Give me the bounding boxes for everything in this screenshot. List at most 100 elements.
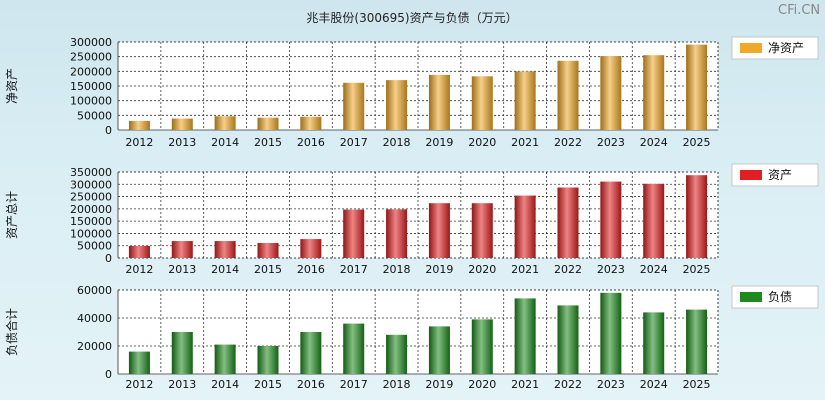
y-tick-label: 0 (105, 124, 112, 137)
y-tick-label: 100000 (70, 227, 112, 240)
y-tick-label: 300000 (70, 178, 112, 191)
bar-2025 (686, 44, 708, 130)
bar-2017 (343, 82, 365, 130)
bar-2015 (257, 346, 279, 374)
y-axis-label: 负债合计 (4, 308, 19, 356)
legend-box (731, 36, 819, 60)
x-tick-label: 2023 (597, 378, 625, 391)
y-tick-label: 0 (105, 368, 112, 381)
bar-2020 (471, 203, 493, 258)
x-tick-label: 2014 (211, 263, 239, 276)
y-tick-label: 350000 (70, 166, 112, 179)
bar-2021 (514, 298, 536, 374)
y-tick-label: 300000 (70, 36, 112, 49)
y-axis-label: 资产总计 (5, 191, 19, 239)
y-tick-label: 0 (105, 252, 112, 265)
watermark: CFi.CN (778, 3, 820, 18)
x-tick-label: 2013 (168, 136, 196, 149)
bar-2013 (171, 332, 193, 374)
x-tick-label: 2021 (511, 263, 539, 276)
panel-2: 0500001000001500002000002500003000003500… (5, 163, 819, 276)
x-tick-label: 2019 (425, 263, 453, 276)
x-tick-label: 2020 (468, 136, 496, 149)
bar-2023 (600, 56, 622, 130)
x-tick-label: 2023 (597, 136, 625, 149)
x-tick-label: 2023 (597, 263, 625, 276)
bar-2014 (214, 241, 236, 258)
bar-2025 (686, 175, 708, 258)
x-tick-label: 2022 (554, 378, 582, 391)
x-tick-label: 2012 (125, 378, 153, 391)
legend-label: 净资产 (768, 41, 804, 55)
legend-box (731, 163, 819, 187)
legend-label: 资产 (768, 168, 792, 182)
bar-2021 (514, 71, 536, 130)
bar-2025 (686, 309, 708, 374)
x-tick-label: 2022 (554, 136, 582, 149)
bar-2020 (471, 76, 493, 130)
y-tick-label: 200000 (70, 65, 112, 78)
chart-title: 兆丰股份(300695)资产与负债（万元） (306, 11, 517, 25)
bar-2022 (557, 60, 579, 131)
x-tick-label: 2013 (168, 263, 196, 276)
x-tick-label: 2020 (468, 263, 496, 276)
x-tick-label: 2024 (640, 263, 668, 276)
bar-2014 (214, 116, 236, 130)
y-tick-label: 20000 (77, 340, 112, 353)
bar-2015 (257, 117, 279, 130)
bar-2015 (257, 243, 279, 258)
y-tick-label: 250000 (70, 191, 112, 204)
y-tick-label: 50000 (77, 109, 112, 122)
bar-2012 (128, 245, 150, 258)
bar-2012 (128, 120, 150, 130)
legend-swatch (740, 43, 762, 53)
bar-2017 (343, 209, 365, 258)
x-tick-label: 2017 (340, 136, 368, 149)
bar-2016 (300, 239, 322, 258)
x-tick-label: 2021 (511, 136, 539, 149)
bar-2019 (428, 74, 450, 130)
bar-2013 (171, 241, 193, 258)
y-tick-label: 150000 (70, 80, 112, 93)
y-tick-label: 50000 (77, 240, 112, 253)
bar-2018 (386, 334, 408, 374)
bar-2021 (514, 195, 536, 258)
y-tick-label: 200000 (70, 203, 112, 216)
y-tick-label: 150000 (70, 215, 112, 228)
plot-frame (117, 171, 719, 259)
bar-2024 (643, 55, 665, 131)
legend-label: 负债 (768, 290, 792, 304)
x-tick-label: 2024 (640, 378, 668, 391)
x-tick-label: 2012 (125, 263, 153, 276)
x-tick-label: 2018 (383, 263, 411, 276)
x-tick-label: 2025 (683, 263, 711, 276)
bar-2023 (600, 292, 622, 374)
x-tick-label: 2018 (383, 378, 411, 391)
x-tick-label: 2013 (168, 378, 196, 391)
x-tick-label: 2018 (383, 136, 411, 149)
x-tick-label: 2015 (254, 378, 282, 391)
y-tick-label: 60000 (77, 284, 112, 297)
x-tick-label: 2017 (340, 378, 368, 391)
legend-swatch (740, 170, 762, 180)
bar-2024 (643, 312, 665, 374)
y-tick-label: 40000 (77, 312, 112, 325)
x-tick-label: 2015 (254, 263, 282, 276)
panel-3: 0 20000 40000 60000 2012 2013 2014 2015 2016 2017… (4, 284, 819, 391)
x-tick-label: 2017 (340, 263, 368, 276)
x-tick-label: 2015 (254, 136, 282, 149)
bar-2019 (428, 203, 450, 258)
bar-2018 (386, 80, 408, 130)
bar-2022 (557, 305, 579, 374)
x-tick-label: 2019 (425, 378, 453, 391)
x-tick-label: 2014 (211, 378, 239, 391)
bar-2016 (300, 332, 322, 374)
x-tick-label: 2016 (297, 136, 325, 149)
bar-2016 (300, 116, 322, 130)
x-tick-label: 2025 (683, 136, 711, 149)
bar-2022 (557, 187, 579, 258)
bar-2012 (128, 351, 150, 374)
x-tick-label: 2016 (297, 263, 325, 276)
x-tick-label: 2020 (468, 378, 496, 391)
